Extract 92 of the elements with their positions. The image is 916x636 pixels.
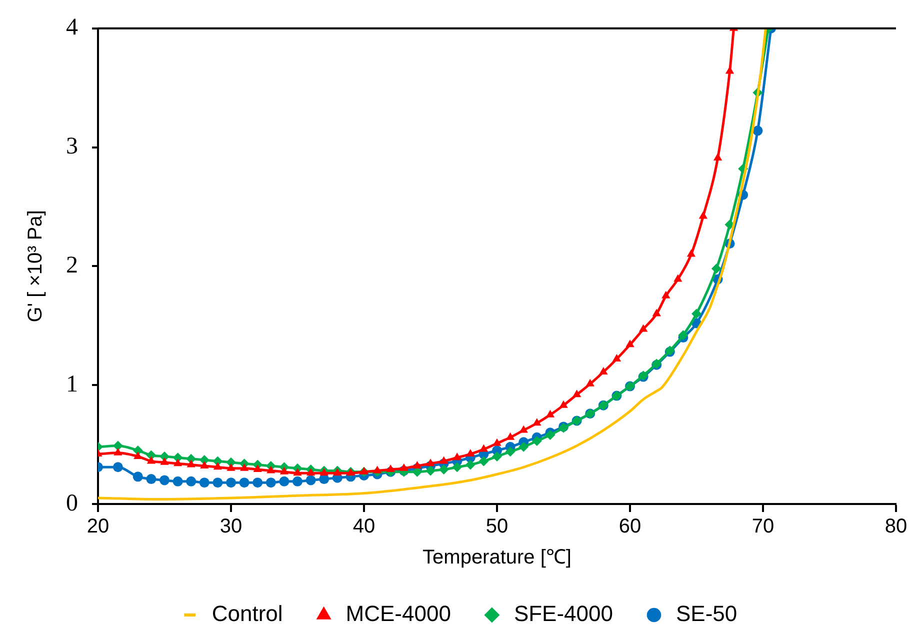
point [360, 466, 368, 474]
point [466, 449, 475, 457]
point [518, 442, 529, 452]
point [319, 474, 330, 484]
point [279, 476, 290, 486]
point [612, 354, 622, 362]
point [186, 460, 196, 468]
point [292, 476, 302, 486]
x-tick-label: 70 [752, 516, 774, 538]
point [439, 456, 448, 464]
point [199, 478, 210, 488]
point [252, 478, 263, 488]
point [532, 436, 542, 446]
point [752, 126, 763, 136]
y-axis-title: G' [ ×10³ Pa] [24, 210, 47, 322]
point [213, 462, 222, 470]
x-tick-label: 40 [352, 516, 376, 538]
point [134, 451, 142, 459]
legend-label: Control [212, 601, 283, 626]
point [306, 468, 316, 476]
point [532, 418, 542, 426]
point [200, 460, 209, 468]
legend-label: SE-50 [676, 601, 738, 626]
point [160, 475, 170, 486]
point [173, 458, 182, 466]
y-tick-label: 3 [66, 134, 78, 160]
x-tick-label: 30 [220, 516, 242, 538]
point [478, 456, 489, 466]
point [505, 446, 516, 457]
point [626, 340, 634, 348]
x-tick-label: 50 [486, 516, 508, 538]
point [226, 478, 236, 488]
point [465, 460, 476, 470]
point [452, 462, 462, 472]
point [426, 458, 435, 466]
point [426, 466, 436, 476]
point [266, 466, 276, 474]
y-tick-label: 2 [66, 252, 78, 278]
x-tick-label: 20 [86, 516, 110, 538]
point [112, 440, 123, 451]
y-tick-label: 1 [66, 371, 78, 398]
point [333, 468, 342, 476]
point [253, 464, 262, 472]
point [713, 153, 722, 160]
point [492, 451, 502, 462]
point [186, 476, 196, 486]
point [240, 463, 249, 471]
legend-label: SFE-4000 [514, 601, 613, 626]
point [146, 474, 156, 484]
point [280, 466, 289, 474]
y-tick-label: 4 [66, 14, 78, 41]
point [572, 390, 582, 398]
x-tick-label: 60 [618, 516, 642, 538]
point [686, 249, 696, 257]
point [266, 478, 276, 488]
point [160, 457, 169, 465]
point [546, 410, 555, 418]
point [674, 274, 682, 282]
point [132, 472, 143, 482]
point [545, 430, 556, 440]
point [438, 464, 449, 475]
point [586, 378, 594, 386]
point [372, 466, 382, 474]
point [172, 476, 183, 486]
point [599, 367, 608, 375]
point [559, 400, 568, 408]
point [662, 290, 670, 298]
point [320, 468, 328, 476]
point [698, 211, 708, 219]
point [239, 478, 250, 488]
point [146, 456, 156, 464]
point [400, 463, 408, 471]
point [226, 463, 236, 471]
x-tick-label: 80 [884, 516, 908, 538]
legend-label: MCE-4000 [346, 601, 451, 626]
point [306, 475, 316, 486]
point [479, 444, 488, 452]
point [678, 330, 688, 340]
point [114, 448, 122, 456]
x-axis-title: Temperature [℃] [422, 546, 572, 569]
y-tick-label: 0 [66, 490, 78, 516]
point [412, 460, 422, 468]
point [386, 464, 395, 472]
point [212, 478, 223, 488]
point [452, 452, 462, 460]
point [652, 308, 661, 316]
point [638, 324, 648, 332]
point [519, 425, 528, 433]
point [293, 468, 302, 476]
point [692, 308, 702, 319]
point [711, 264, 722, 274]
point [112, 462, 123, 472]
